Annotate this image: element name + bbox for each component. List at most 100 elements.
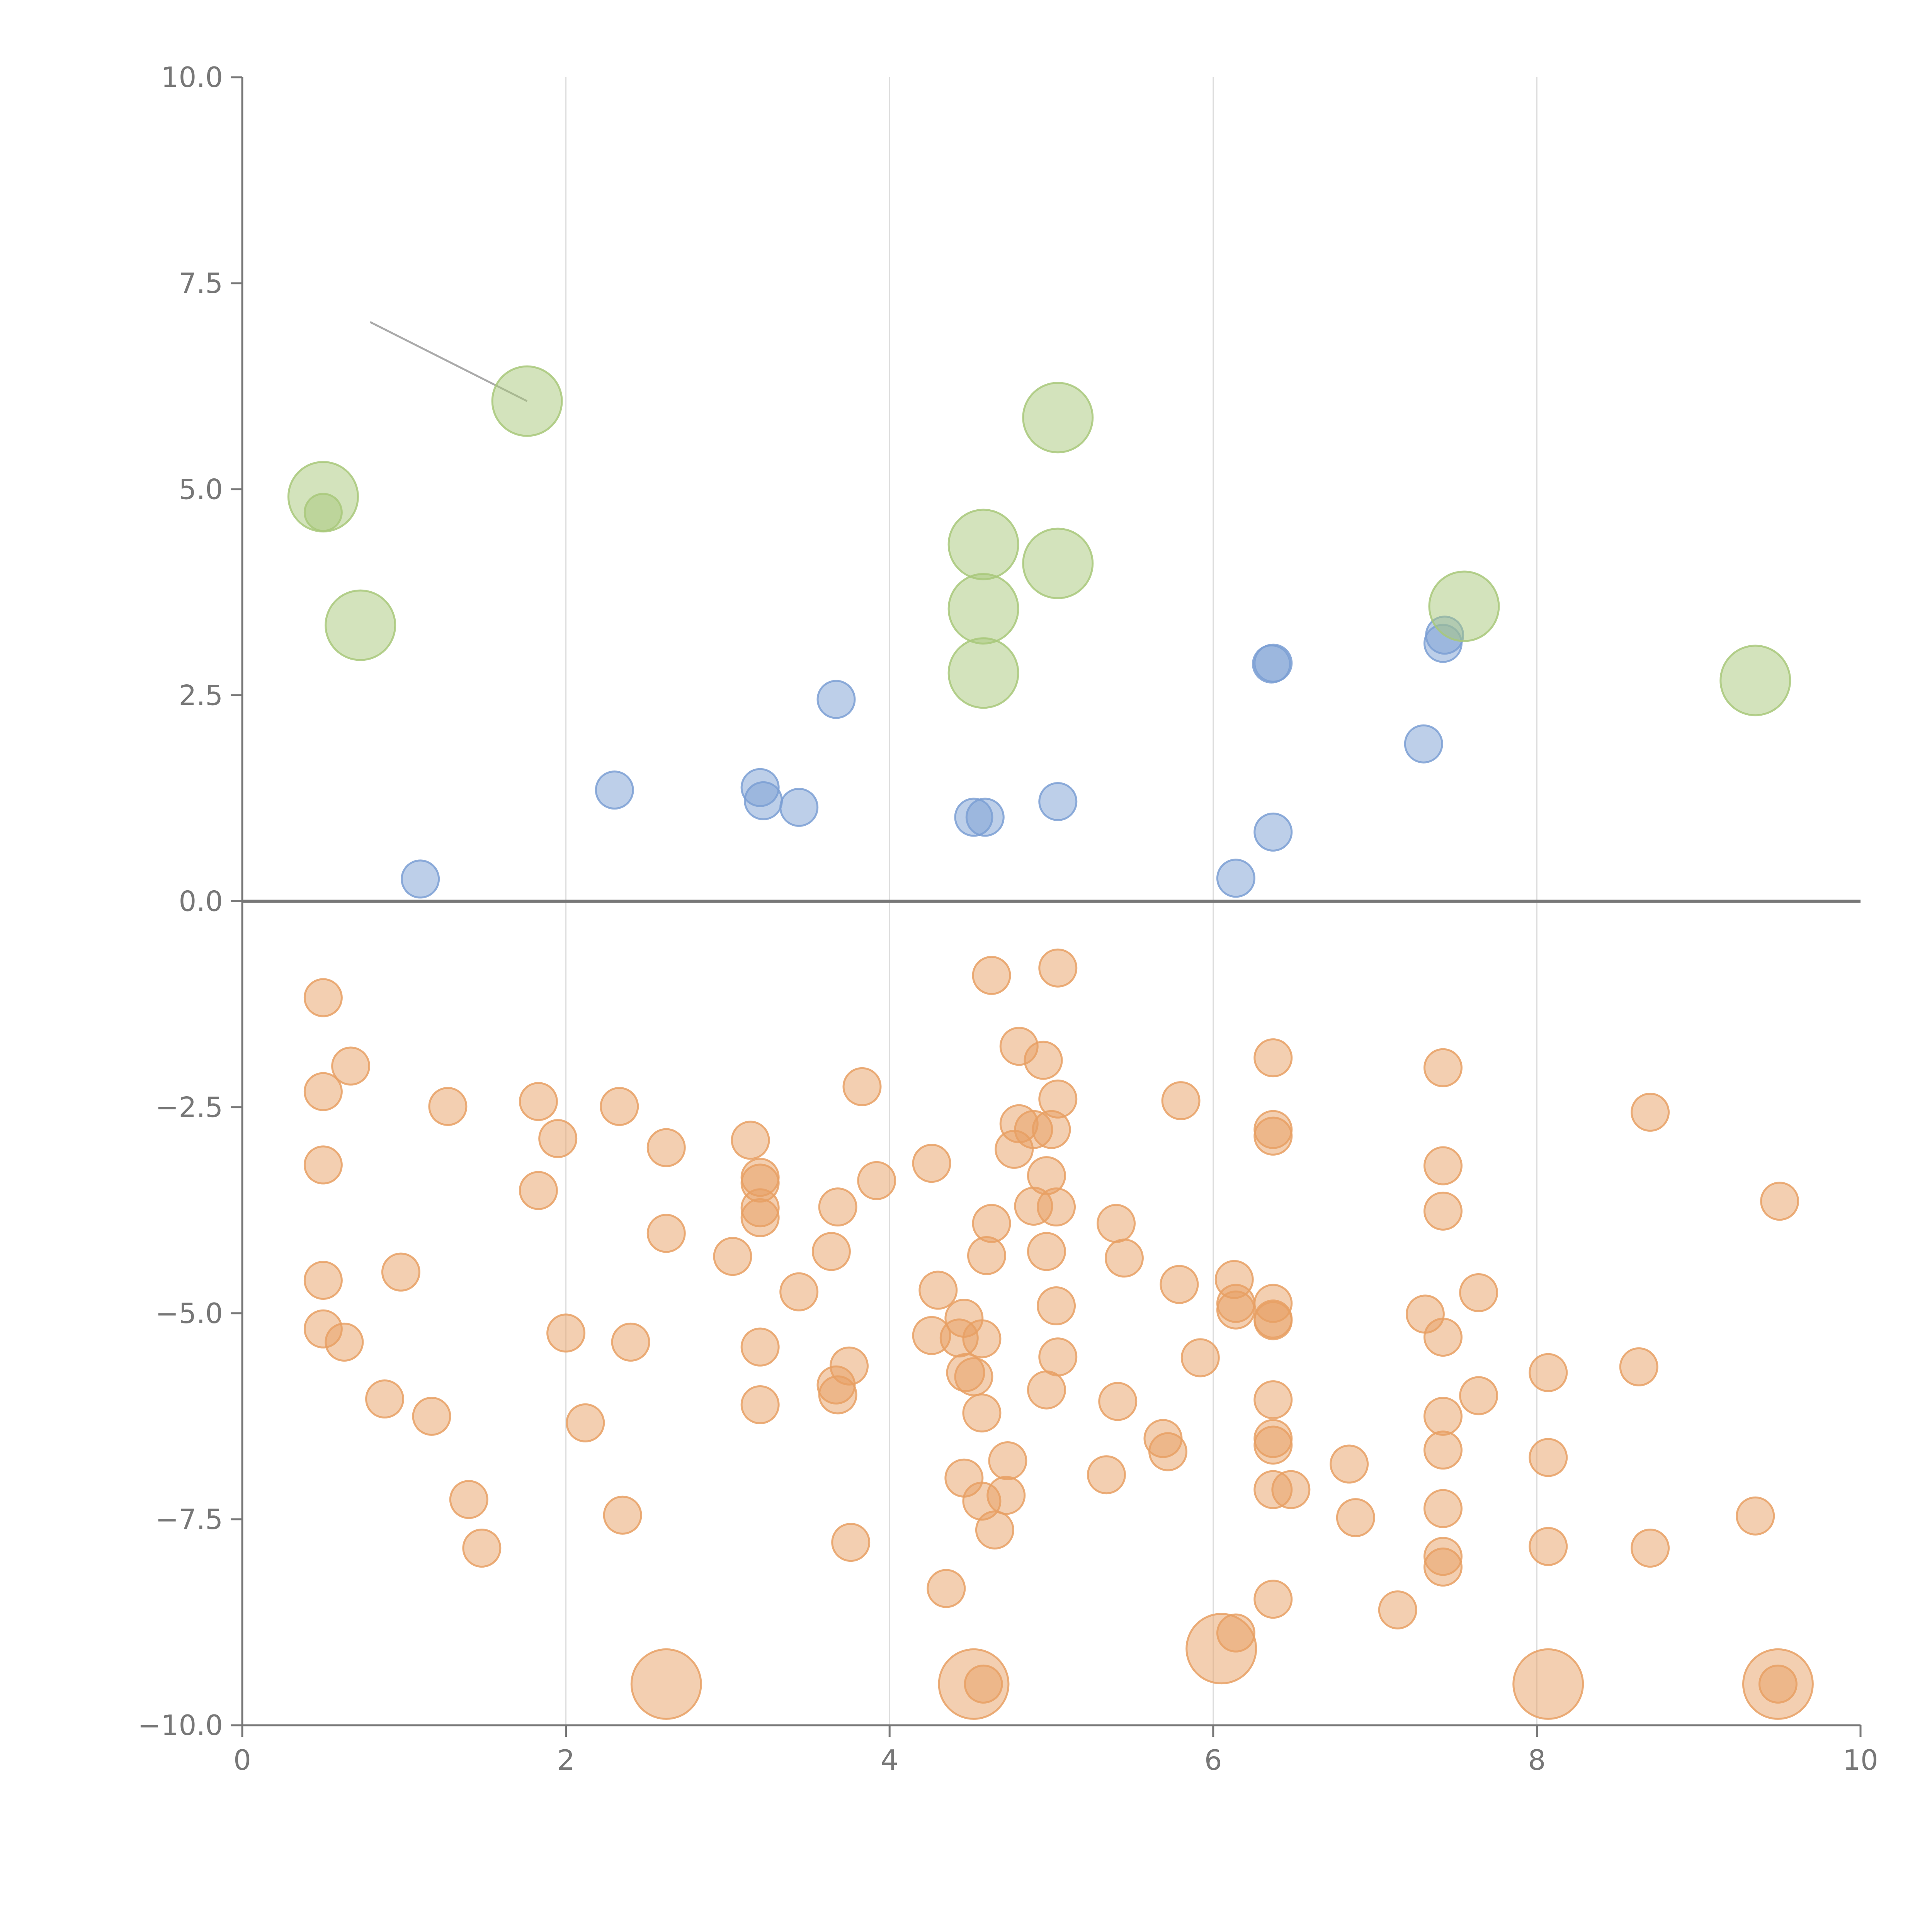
orange-point [986, 1476, 1026, 1515]
orange-point [927, 1569, 966, 1608]
orange-point [1098, 1382, 1138, 1421]
orange-point [1619, 1347, 1658, 1386]
blue-point [1253, 812, 1293, 852]
orange-point [428, 1087, 468, 1126]
orange-point [1160, 1265, 1199, 1304]
orange-point [779, 1272, 819, 1311]
axes: 10.0 7.5 5.0 2.5 0.0 −2.5 −5.0 −7.5 −10.0 0 2 4 6 8 10 [138, 61, 1878, 1776]
orange-point [962, 1319, 1002, 1359]
orange-point [831, 1523, 871, 1562]
orange-point [740, 1385, 780, 1424]
orange-point [967, 1236, 1006, 1275]
green-point [1022, 382, 1094, 454]
blue-point [1216, 859, 1255, 898]
orange-point [1216, 1290, 1255, 1330]
orange-point [1529, 1438, 1568, 1477]
orange-point [1038, 1079, 1078, 1119]
orange-point [1161, 1081, 1201, 1121]
orange-point [972, 956, 1011, 995]
orange-point [1027, 1370, 1066, 1410]
orange-large-point [1512, 1648, 1584, 1720]
orange-point [412, 1396, 451, 1436]
orange-point [1253, 1038, 1293, 1078]
y-tick-label: 7.5 [179, 267, 223, 299]
orange-point [1529, 1527, 1568, 1566]
orange-point [811, 1232, 851, 1271]
orange-point [1423, 1489, 1463, 1528]
y-tick-label: 2.5 [179, 679, 223, 711]
orange-point [740, 1327, 780, 1367]
orange-point [646, 1214, 686, 1253]
orange-point [954, 1357, 993, 1396]
green-point [1719, 645, 1791, 716]
green-point [325, 589, 396, 661]
orange-point [1253, 1116, 1293, 1156]
orange-point [713, 1237, 752, 1276]
orange-point [611, 1322, 650, 1362]
orange-point [449, 1480, 488, 1519]
orange-point [1459, 1376, 1498, 1415]
blue-point [401, 859, 440, 899]
orange-point [918, 1270, 958, 1310]
orange-point [1423, 1191, 1463, 1231]
orange-point [972, 1204, 1011, 1243]
x-tick-label: 4 [881, 1744, 898, 1776]
x-tick-label: 10 [1843, 1744, 1878, 1776]
orange-point [325, 1322, 364, 1362]
orange-point [1631, 1092, 1670, 1132]
blue-point [779, 787, 819, 827]
orange-point [830, 1346, 869, 1386]
y-tick-label: 0.0 [179, 885, 223, 918]
orange-point [1253, 1580, 1293, 1619]
orange-point [1423, 1048, 1463, 1087]
orange-point [1330, 1444, 1369, 1484]
blue-point [965, 798, 1005, 837]
orange-point [1104, 1238, 1144, 1278]
orange-point [331, 1046, 371, 1086]
orange-point [303, 1260, 343, 1300]
orange-point [1423, 1430, 1463, 1470]
orange-point [303, 1145, 343, 1185]
orange-point [1529, 1353, 1568, 1392]
orange-point [1423, 1396, 1463, 1436]
y-tick-label: 5.0 [179, 473, 223, 505]
orange-point [538, 1119, 578, 1158]
orange-point [1423, 1318, 1463, 1357]
orange-point [566, 1403, 605, 1442]
orange-point [975, 1510, 1014, 1550]
orange-point [1024, 1041, 1063, 1080]
orange-large-point [630, 1648, 702, 1720]
x-tick-label: 6 [1204, 1744, 1222, 1776]
orange-point [1271, 1470, 1311, 1509]
blue-point [1038, 782, 1078, 821]
orange-point [603, 1495, 642, 1535]
orange-point [1087, 1455, 1126, 1495]
orange-point [1180, 1338, 1220, 1378]
green-small-point [303, 493, 343, 532]
green-point [947, 509, 1019, 580]
blue-point [1404, 724, 1443, 764]
orange-point [303, 978, 343, 1017]
x-tick-label: 8 [1528, 1744, 1546, 1776]
blue-point [595, 770, 634, 810]
orange-point [1336, 1498, 1375, 1537]
green-point [947, 637, 1019, 709]
orange-point [740, 1198, 780, 1237]
orange-point [1253, 1301, 1293, 1340]
data-points [287, 365, 1814, 1720]
orange-point [857, 1161, 896, 1200]
orange-point [365, 1379, 405, 1419]
orange-point [600, 1087, 639, 1126]
orange-point [1760, 1182, 1799, 1221]
orange-point [818, 1187, 857, 1227]
orange-point [1038, 948, 1078, 988]
blue-point [1253, 643, 1293, 683]
orange-point [842, 1067, 882, 1106]
orange-point [1097, 1204, 1136, 1243]
orange-point [1253, 1380, 1293, 1420]
y-tick-label: −2.5 [155, 1091, 223, 1124]
orange-point [462, 1529, 502, 1568]
green-point [1022, 527, 1094, 599]
orange-point [1027, 1232, 1066, 1271]
orange-large-point [1185, 1613, 1257, 1685]
